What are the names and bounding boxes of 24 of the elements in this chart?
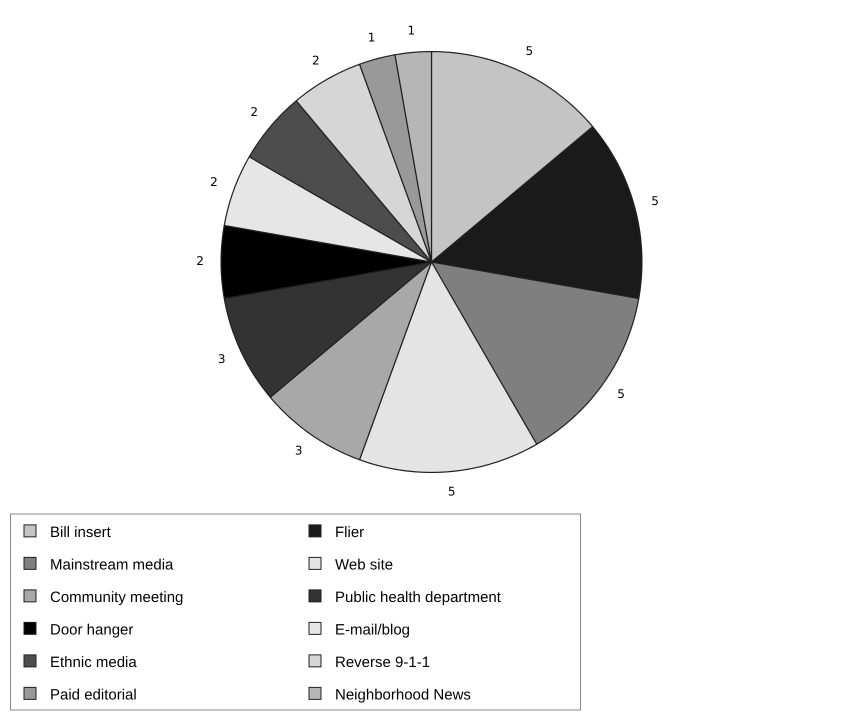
data-label: 1 [408, 23, 416, 38]
data-label: 1 [368, 30, 376, 44]
legend-label: Mainstream media [50, 556, 174, 574]
data-label: 2 [210, 174, 218, 189]
data-label: 5 [448, 484, 456, 499]
legend-label: Paid editorial [50, 686, 137, 704]
legend-label: Web site [335, 556, 394, 574]
legend-label: Reverse 9-1-1 [335, 654, 430, 671]
legend-label: Bill insert [50, 524, 112, 541]
data-label: 3 [294, 444, 303, 458]
legend-label: Door hanger [50, 621, 134, 638]
legend-label: Flier [335, 524, 364, 541]
legend-label: Neighborhood News [335, 686, 471, 704]
data-label: 3 [218, 352, 226, 366]
data-label: 2 [196, 254, 204, 268]
legend-label: Public health department [335, 588, 502, 606]
data-label: 2 [250, 105, 258, 120]
legend-label: E-mail/blog [335, 621, 410, 638]
legend-label: Community meeting [50, 588, 184, 606]
data-label: 2 [312, 54, 320, 68]
data-label: 5 [526, 44, 534, 58]
data-label: 5 [617, 386, 625, 401]
legend-label: Ethnic media [50, 654, 138, 671]
data-label: 5 [651, 194, 659, 208]
